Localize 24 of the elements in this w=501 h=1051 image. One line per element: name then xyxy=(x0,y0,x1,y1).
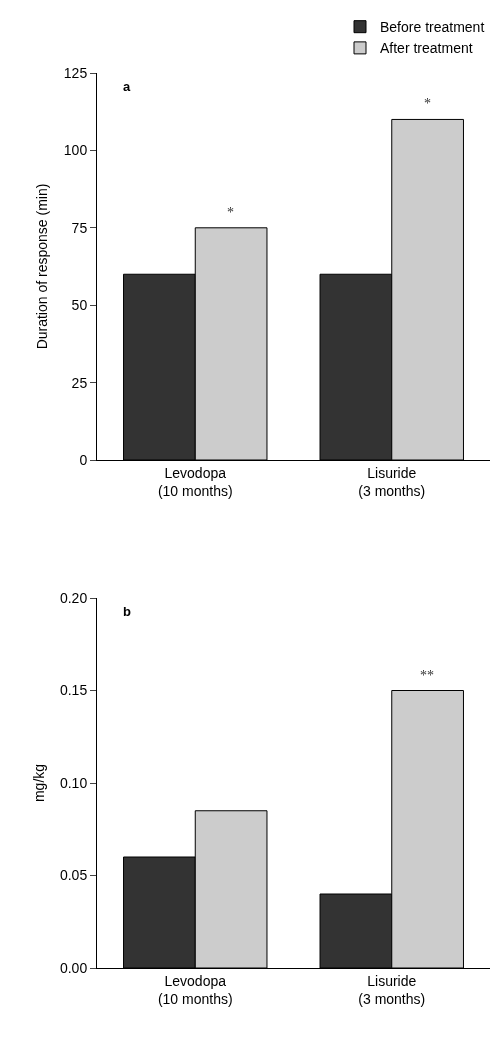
y-tick-label: 0.10 xyxy=(59,774,88,791)
x-tick-label: Lisuride (3 months) xyxy=(358,464,426,499)
annotation: * xyxy=(424,96,431,111)
y-tick-label: 75 xyxy=(71,219,88,236)
annotation: b xyxy=(123,604,131,619)
y-tick-label: 0.00 xyxy=(59,959,88,976)
y-tick-label: 50 xyxy=(71,297,88,314)
y-axis-title: Duration of response (min) xyxy=(34,183,51,350)
y-tick-label: 100 xyxy=(63,142,88,159)
x-tick-label: Levodopa (10 months) xyxy=(157,464,233,499)
legend-label: After treatment xyxy=(380,40,473,57)
y-axis-title: mg/kg xyxy=(30,763,47,803)
annotation: ** xyxy=(420,668,434,683)
y-tick-label: 0.20 xyxy=(59,589,88,606)
y-tick-label: 25 xyxy=(71,374,88,391)
annotation: a xyxy=(123,79,131,94)
y-tick-label: 0 xyxy=(79,451,88,468)
y-tick-label: 0.15 xyxy=(59,682,88,699)
x-tick-label: Levodopa (10 months) xyxy=(157,972,233,1007)
annotation: * xyxy=(227,205,234,220)
y-tick-label: 0.05 xyxy=(59,867,88,884)
y-tick-label: 125 xyxy=(63,64,88,81)
x-tick-label: Lisuride (3 months) xyxy=(358,972,426,1007)
legend-label: Before treatment xyxy=(380,19,485,36)
